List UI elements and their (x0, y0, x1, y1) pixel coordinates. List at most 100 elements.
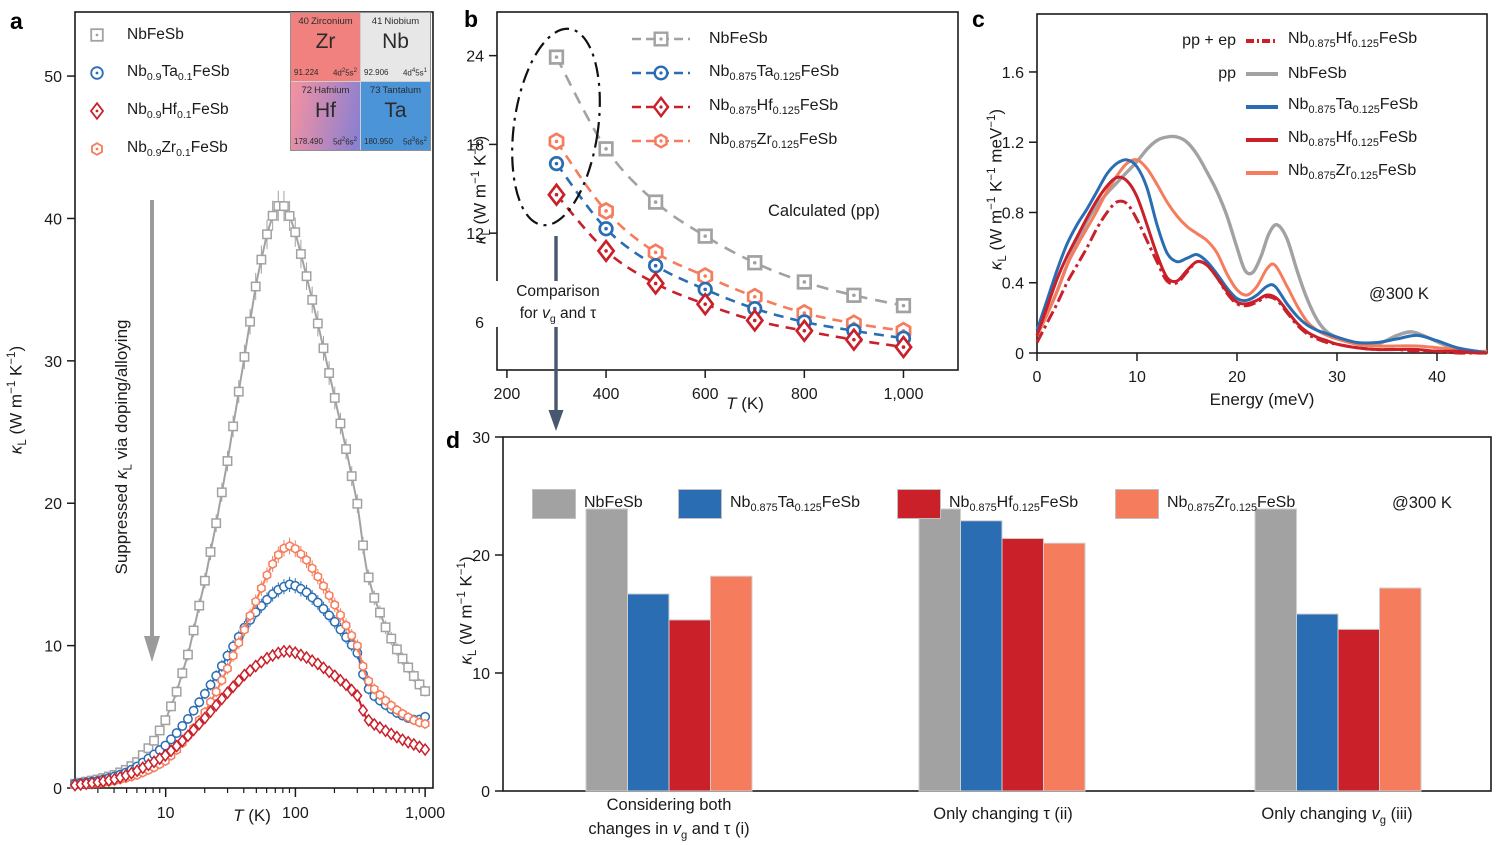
diamond-marker-icon (632, 95, 690, 119)
series-NbFeSb (548, 49, 912, 314)
panel-c-legend: pp + ep Nb0.875Hf0.125FeSb pp NbFeSb Nb0.8… (1158, 24, 1418, 189)
svg-text:200: 200 (494, 386, 521, 403)
bar-Nb0.875Ta0.125FeSb-group0 (627, 593, 670, 792)
svg-text:400: 400 (593, 386, 620, 403)
legend-swatch-ta (678, 489, 722, 519)
legend-item: Nb0.9Ta0.1FeSb (86, 54, 230, 92)
legend-item: Nb0.9Zr0.1FeSb (86, 130, 230, 168)
element-name: Tantalum (382, 85, 422, 96)
svg-text:40: 40 (1428, 369, 1446, 386)
svg-text:600: 600 (692, 386, 719, 403)
element-config: 5d36s2 (402, 137, 427, 147)
legend-label: Nb0.9Zr0.1FeSb (127, 138, 228, 160)
circle-marker-icon (632, 61, 690, 85)
legend-label: Nb0.875Zr0.125FeSb (1167, 494, 1296, 515)
bar-Nb0.875Zr0.125FeSb-group1 (1043, 542, 1086, 792)
square-marker-icon (632, 27, 690, 51)
svg-text:10: 10 (44, 639, 62, 656)
panel-a-label: a (10, 8, 23, 34)
element-symbol: Zr (315, 30, 336, 53)
element-number: 40 (298, 16, 309, 27)
curve-Nb0.875Zr0.125FeSb pp (1035, 158, 1488, 353)
element-name: Niobium (384, 16, 420, 27)
series-NbFeSb (70, 190, 431, 789)
legend-label: Nb0.875Ta0.125FeSb (709, 62, 840, 84)
svg-text:1,000: 1,000 (883, 386, 923, 403)
panel-c-temperature-note: @300 K (1369, 285, 1429, 303)
svg-text:0.8: 0.8 (1002, 205, 1024, 222)
legend-item: NbFeSb (632, 22, 839, 56)
element-mass: 91.224 (294, 68, 319, 78)
legend-item: Nb0.9Hf0.1FeSb (86, 92, 230, 130)
element-number: 41 (371, 16, 383, 27)
svg-text:30: 30 (1328, 369, 1346, 386)
legend-prefix: pp (1218, 64, 1236, 82)
element-symbol: Ta (384, 99, 407, 122)
series-Nb0.875Hf0.125FeSb (547, 182, 913, 360)
panel-b-chart: 6 12 18 24 200 400 600 800 1,000 (466, 11, 959, 431)
panel-c-y-axis-label: κL (W m−1 K−1 meV−1) (986, 108, 1010, 271)
legend-item: Nb0.875Zr0.125FeSb (632, 124, 839, 158)
svg-text:12: 12 (466, 226, 484, 243)
legend-label: Nb0.9Ta0.1FeSb (127, 62, 230, 84)
svg-text:10: 10 (157, 805, 175, 822)
element-tile-zr: 40 Zirconium Zr 91.224 4d25s2 (291, 13, 360, 81)
dashdot-line-icon (1245, 33, 1279, 49)
calculated-pp-note: Calculated (pp) (768, 202, 880, 220)
element-mass: 178.490 (294, 137, 323, 147)
legend-swatch-hf (897, 489, 941, 519)
bar-Nb0.875Hf0.125FeSb-group2 (1337, 628, 1380, 792)
svg-text:0: 0 (481, 784, 490, 801)
panel-d-y-axis-label: κL (W m−1 K−1) (456, 556, 480, 665)
svg-text:30: 30 (44, 354, 62, 371)
bar-Nb0.875Hf0.125FeSb-group1 (1001, 537, 1044, 792)
bar-Nb0.875Zr0.125FeSb-group2 (1379, 587, 1422, 792)
element-tile-hf: 72 Hafnium Hf 178.490 5d26s2 (291, 82, 360, 150)
svg-text:24: 24 (466, 49, 484, 66)
element-config: 5d26s2 (332, 137, 357, 147)
svg-text:20: 20 (472, 548, 490, 565)
element-name: Hafnium (314, 85, 350, 96)
legend-label: Nb0.875Hf0.125FeSb (949, 494, 1079, 515)
element-symbol: Nb (382, 30, 409, 53)
curve-Nb0.875Hf0.125FeSb pp (1035, 175, 1488, 355)
legend-item: pp + ep Nb0.875Hf0.125FeSb (1158, 24, 1418, 57)
legend-item: pp NbFeSb (1158, 57, 1418, 90)
bar-NbFeSb-group1 (918, 508, 961, 792)
legend-item: Nb0.875Hf0.125FeSb (1158, 123, 1418, 156)
curve-Nb0.875Hf0.125FeSb pp+ep (1035, 199, 1487, 355)
legend-label: Nb0.875Ta0.125FeSb (730, 494, 861, 515)
legend-label: NbFeSb (584, 494, 643, 511)
panel-b-y-axis-label: κL (W m−1 K−1) (470, 135, 494, 245)
group-label-tau: Only changing τ (ii) (933, 805, 1073, 823)
panel-b-x-axis-label: T (K) (726, 394, 764, 413)
diamond-marker-icon (86, 100, 108, 122)
hexagon-marker-icon (86, 138, 108, 160)
element-tile-nb: 41 Niobium Nb 92.906 4d45s1 (361, 13, 430, 81)
panel-b-legend: NbFeSb Nb0.875Ta0.125FeSb Nb0.875Hf0.125… (632, 22, 839, 158)
bar-Nb0.875Ta0.125FeSb-group2 (1296, 613, 1339, 792)
element-name: Zirconium (310, 16, 353, 27)
comparison-ellipse (511, 27, 601, 227)
panel-d-label: d (446, 427, 461, 453)
legend-label: NbFeSb (1288, 64, 1347, 82)
legend-item: Nb0.875Ta0.125FeSb (632, 56, 839, 90)
panel-a-chart: 0 10 20 30 40 50 10 100 1,000 (44, 11, 445, 822)
panel-b-label: b (464, 6, 479, 32)
legend-label: Nb0.9Hf0.1FeSb (127, 100, 229, 122)
legend-swatch-nbfesb (532, 489, 576, 519)
bar-Nb0.875Hf0.125FeSb-group0 (668, 619, 711, 792)
svg-text:30: 30 (472, 430, 490, 447)
legend-label: Nb0.875Zr0.125FeSb (1288, 162, 1417, 183)
circle-marker-icon (86, 62, 108, 84)
svg-text:6: 6 (475, 315, 484, 332)
svg-text:800: 800 (791, 386, 818, 403)
element-number: 73 (369, 85, 381, 96)
panel-c-label: c (972, 6, 985, 32)
element-number: 72 (301, 85, 313, 96)
comparison-line-1: Comparison (516, 283, 600, 300)
solid-line-icon (1245, 66, 1279, 82)
periodic-table-inset: 40 Zirconium Zr 91.224 4d25s2 41 Niobium Nb… (290, 12, 431, 151)
legend-label: NbFeSb (709, 30, 768, 47)
hexagon-marker-icon (632, 129, 690, 153)
